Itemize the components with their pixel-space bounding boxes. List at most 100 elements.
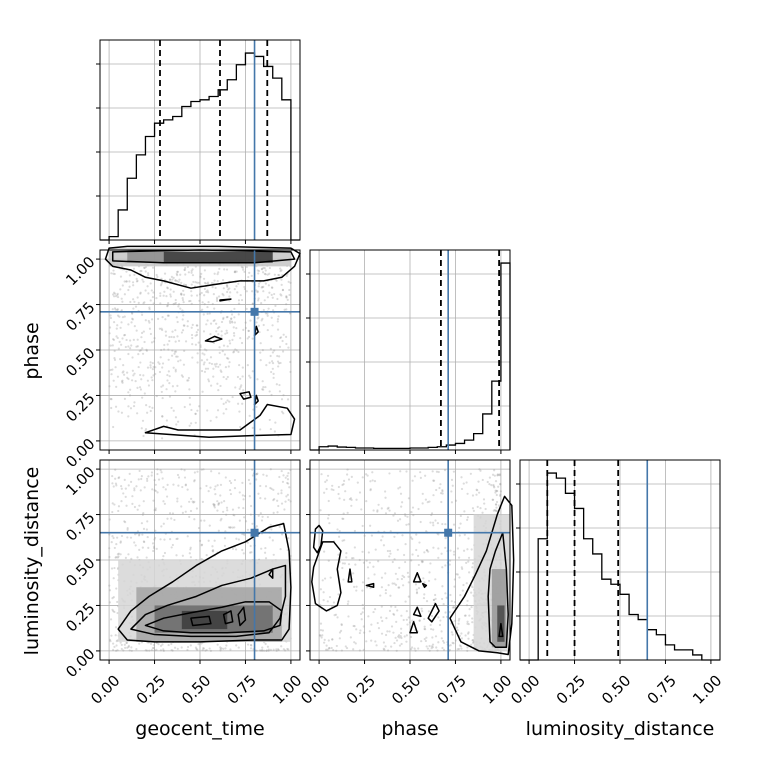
scatter-point xyxy=(495,489,498,492)
scatter-point xyxy=(229,492,233,496)
scatter-point xyxy=(190,422,193,425)
scatter-point xyxy=(244,321,247,324)
scatter-point xyxy=(471,562,475,565)
scatter-point xyxy=(148,649,151,652)
scatter-point xyxy=(209,322,213,325)
scatter-point xyxy=(249,482,252,485)
scatter-point xyxy=(194,343,197,346)
scatter-point xyxy=(222,344,226,347)
contour-joint-phase-vs-luminosity-distance-8 xyxy=(412,606,422,618)
scatter-point xyxy=(147,546,150,549)
scatter-point xyxy=(234,386,237,389)
scatter-point xyxy=(112,485,115,488)
scatter-point xyxy=(376,621,379,625)
scatter-point xyxy=(205,484,208,488)
scatter-point xyxy=(270,335,273,338)
scatter-point xyxy=(260,301,263,305)
panel-border-hist-phase xyxy=(309,249,511,451)
scatter-point xyxy=(191,268,194,271)
scatter-point xyxy=(264,312,267,315)
scatter-point xyxy=(108,518,111,521)
scatter-point xyxy=(123,397,126,401)
scatter-point xyxy=(271,539,274,542)
scatter-point xyxy=(267,649,270,652)
scatter-point xyxy=(218,351,221,354)
contour-joint-phase-vs-luminosity-distance-6 xyxy=(365,582,375,589)
scatter-point xyxy=(120,643,123,647)
scatter-point xyxy=(157,361,160,364)
scatter-point xyxy=(285,274,288,277)
scatter-point xyxy=(215,362,218,365)
scatter-point xyxy=(387,506,390,509)
scatter-point xyxy=(456,648,459,651)
scatter-point xyxy=(432,494,435,497)
scatter-point xyxy=(493,469,496,472)
scatter-point xyxy=(389,594,392,597)
scatter-point xyxy=(488,483,491,486)
scatter-point xyxy=(116,324,119,327)
scatter-point xyxy=(355,498,358,501)
scatter-point xyxy=(334,613,338,616)
scatter-point xyxy=(184,340,188,343)
scatter-point xyxy=(124,556,127,559)
scatter-point xyxy=(263,299,266,302)
scatter-point xyxy=(388,555,391,558)
scatter-point xyxy=(116,639,119,642)
scatter-point xyxy=(174,350,178,353)
scatter-point xyxy=(370,623,373,626)
scatter-point xyxy=(423,551,426,554)
scatter-point xyxy=(120,321,123,324)
scatter-point xyxy=(437,533,440,536)
scatter-point xyxy=(261,286,264,289)
scatter-point xyxy=(369,480,372,483)
scatter-point xyxy=(279,336,283,339)
scatter-point xyxy=(173,646,177,649)
scatter-point xyxy=(115,639,118,643)
scatter-point xyxy=(142,330,145,333)
scatter-point xyxy=(108,332,111,335)
scatter-point xyxy=(158,370,162,374)
scatter-point xyxy=(488,476,492,479)
scatter-point xyxy=(204,367,208,370)
scatter-point xyxy=(112,642,115,645)
scatter-point xyxy=(495,509,498,512)
scatter-point xyxy=(228,287,231,290)
scatter-point xyxy=(226,284,229,287)
scatter-point xyxy=(472,509,475,512)
scatter-point xyxy=(196,470,199,473)
scatter-point xyxy=(122,492,125,495)
scatter-point xyxy=(208,312,211,315)
scatter-point xyxy=(175,537,178,541)
scatter-point xyxy=(143,301,146,304)
contour-joint-geocent-time-vs-luminosity-distance-4 xyxy=(222,610,234,625)
scatter-point xyxy=(190,271,193,274)
scatter-point xyxy=(232,350,236,353)
scatter-point xyxy=(124,487,127,490)
scatter-point xyxy=(217,333,220,336)
scatter-point xyxy=(398,644,402,647)
scatter-point xyxy=(439,483,442,486)
scatter-point xyxy=(225,506,229,509)
scatter-point xyxy=(108,326,112,329)
scatter-point xyxy=(131,369,134,372)
scatter-point xyxy=(428,500,431,503)
scatter-point xyxy=(270,286,274,289)
scatter-point xyxy=(109,640,112,643)
scatter-point xyxy=(380,576,384,579)
scatter-point xyxy=(392,514,395,517)
scatter-point xyxy=(174,368,177,371)
scatter-point xyxy=(255,649,258,652)
scatter-point xyxy=(471,641,475,644)
scatter-point xyxy=(176,647,179,650)
scatter-point xyxy=(369,524,372,527)
scatter-point xyxy=(235,644,238,647)
scatter-point xyxy=(282,474,285,477)
histogram-geocent-time xyxy=(100,52,300,241)
scatter-point xyxy=(444,546,447,549)
scatter-point xyxy=(256,472,259,475)
scatter-point xyxy=(247,329,250,333)
scatter-point xyxy=(256,290,259,293)
scatter-point xyxy=(242,389,245,392)
scatter-point xyxy=(494,480,498,483)
scatter-point xyxy=(194,646,198,649)
